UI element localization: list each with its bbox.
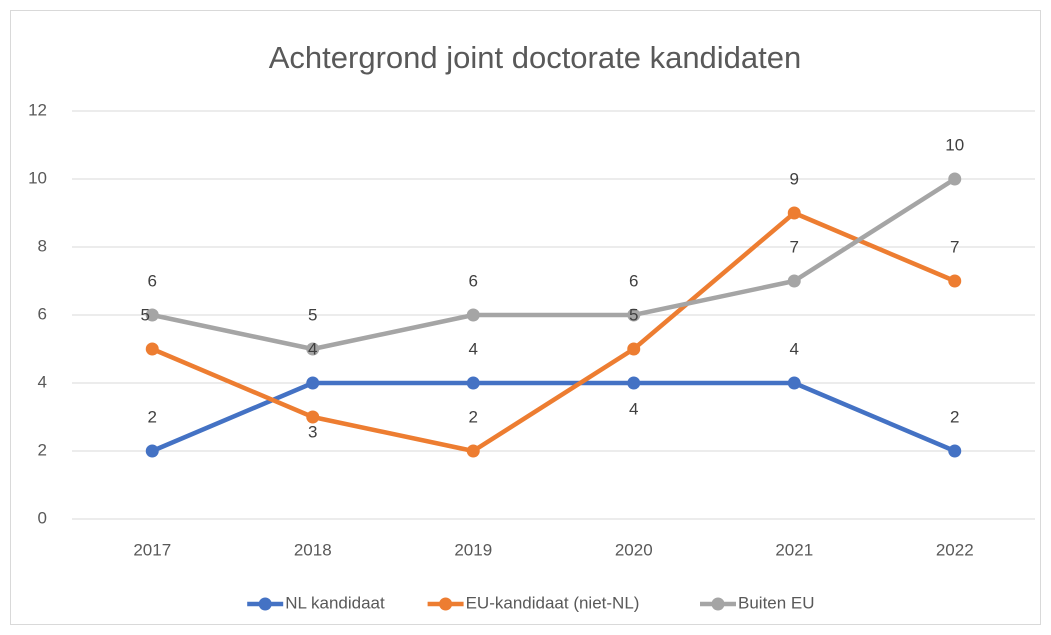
data-point xyxy=(306,376,320,390)
legend-label: Buiten EU xyxy=(738,593,815,612)
data-label: 6 xyxy=(148,271,157,290)
x-tick-label: 2021 xyxy=(775,540,813,559)
data-point xyxy=(948,444,962,458)
data-label: 9 xyxy=(790,169,799,188)
y-tick-label: 4 xyxy=(38,372,47,391)
data-label: 4 xyxy=(308,339,317,358)
data-point xyxy=(466,376,480,390)
data-point xyxy=(787,274,801,288)
x-tick-label: 2019 xyxy=(454,540,492,559)
data-point xyxy=(145,308,159,322)
y-tick-label: 10 xyxy=(28,168,47,187)
series-line xyxy=(151,210,956,454)
data-point xyxy=(787,206,801,220)
chart-title: Achtergrond joint doctorate kandidaten xyxy=(269,40,802,75)
data-label: 4 xyxy=(469,339,478,358)
data-point xyxy=(145,342,159,356)
chart-border xyxy=(10,10,1041,625)
legend-item: NL kandidaat xyxy=(247,593,385,612)
data-label: 4 xyxy=(629,399,638,418)
data-label: 6 xyxy=(469,271,478,290)
legend-label: EU-kandidaat (niet-NL) xyxy=(466,593,640,612)
data-label: 4 xyxy=(790,339,799,358)
data-label: 5 xyxy=(629,305,638,324)
legend-label: NL kandidaat xyxy=(285,593,385,612)
data-label: 6 xyxy=(629,271,638,290)
data-label: 2 xyxy=(148,407,157,426)
y-tick-label: 6 xyxy=(38,304,47,323)
series-line xyxy=(151,380,956,454)
data-point xyxy=(627,308,641,322)
legend-marker xyxy=(439,597,453,611)
data-label: 7 xyxy=(790,237,799,256)
data-point xyxy=(466,308,480,322)
series-line xyxy=(151,177,956,352)
legend-marker xyxy=(258,597,272,611)
y-tick-label: 0 xyxy=(38,508,47,527)
data-point xyxy=(948,274,962,288)
data-point xyxy=(787,376,801,390)
legend-item: EU-kandidaat (niet-NL) xyxy=(427,593,640,612)
data-point xyxy=(306,410,320,424)
data-point xyxy=(948,172,962,186)
data-point xyxy=(145,444,159,458)
legend-item: Buiten EU xyxy=(700,593,815,612)
legend-marker xyxy=(711,597,725,611)
x-tick-label: 2020 xyxy=(615,540,653,559)
data-point xyxy=(466,444,480,458)
data-label: 10 xyxy=(945,135,964,154)
x-tick-label: 2022 xyxy=(936,540,974,559)
data-label: 2 xyxy=(950,407,959,426)
data-point xyxy=(306,342,320,356)
x-tick-label: 2018 xyxy=(294,540,332,559)
x-tick-label: 2017 xyxy=(133,540,171,559)
y-tick-label: 12 xyxy=(28,100,47,119)
y-tick-label: 8 xyxy=(38,236,47,255)
data-label: 5 xyxy=(308,305,317,324)
y-tick-label: 2 xyxy=(38,440,47,459)
data-label: 2 xyxy=(469,407,478,426)
data-label: 3 xyxy=(308,422,317,441)
data-label: 5 xyxy=(141,305,150,324)
data-label: 7 xyxy=(950,237,959,256)
data-point xyxy=(627,342,641,356)
data-point xyxy=(627,376,641,390)
